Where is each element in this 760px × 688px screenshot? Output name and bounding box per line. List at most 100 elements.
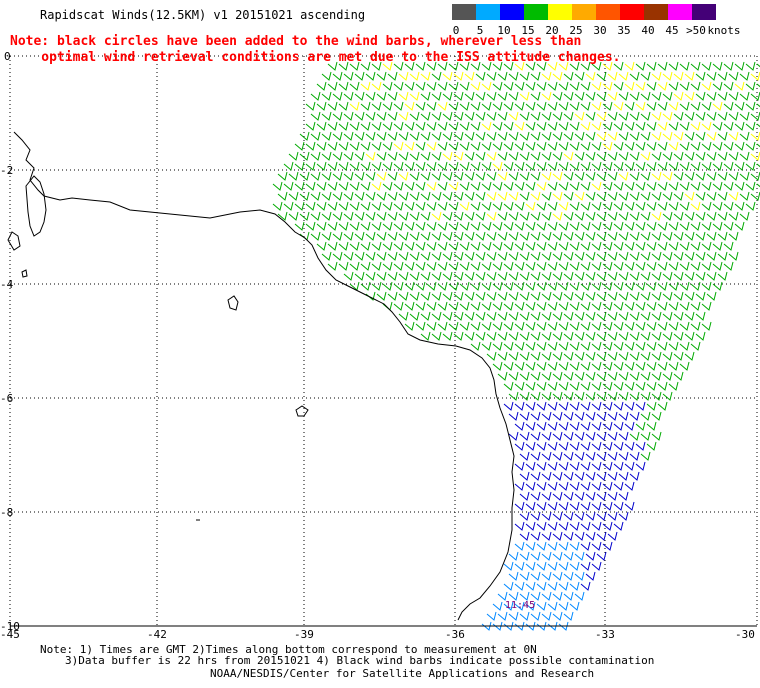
wind-barb: [382, 201, 393, 211]
wind-barb: [409, 271, 420, 281]
wind-barb: [607, 251, 618, 261]
wind-barb: [338, 121, 349, 131]
wind-barb: [618, 311, 629, 321]
wind-barb: [327, 61, 338, 71]
wind-barb: [404, 221, 415, 231]
wind-barb: [563, 111, 574, 121]
wind-barb: [574, 291, 585, 301]
wind-barb: [514, 481, 525, 491]
wind-barb: [360, 121, 371, 131]
wind-barb: [519, 251, 530, 261]
wind-barb: [497, 371, 508, 381]
wind-barb: [426, 141, 437, 151]
wind-barb: [602, 421, 613, 431]
wind-barb: [349, 181, 360, 191]
wind-barb: [591, 161, 602, 171]
wind-barb: [464, 151, 475, 161]
wind-barb: [354, 131, 365, 141]
wind-barb: [393, 61, 404, 71]
island-fernando: [295, 405, 309, 417]
measurement-time: 11:45: [505, 600, 536, 611]
wind-barb: [547, 461, 558, 471]
wind-barb: [299, 211, 310, 221]
wind-barb: [437, 261, 448, 271]
wind-barb: [657, 401, 668, 411]
wind-barb: [288, 151, 299, 161]
wind-barb: [739, 171, 750, 181]
wind-barb: [602, 241, 613, 251]
wind-barb: [574, 151, 585, 161]
wind-barb: [541, 391, 552, 401]
wind-barb: [470, 341, 481, 351]
wind-barb: [563, 271, 574, 281]
wind-barb: [629, 211, 640, 221]
wind-barb: [695, 271, 706, 281]
wind-barb: [569, 521, 580, 531]
wind-barb: [690, 81, 701, 91]
wind-barb: [695, 211, 706, 221]
wind-barb: [717, 191, 728, 201]
wind-barb: [723, 101, 734, 111]
wind-barb: [437, 61, 448, 71]
wind-barb: [530, 311, 541, 321]
wind-barb: [459, 201, 470, 211]
wind-barb: [371, 201, 382, 211]
wind-barb: [514, 461, 525, 471]
wind-barb: [739, 71, 750, 81]
wind-barb: [332, 151, 343, 161]
wind-barb: [563, 391, 574, 401]
wind-barb: [536, 501, 547, 511]
wind-barb: [679, 121, 690, 131]
wind-barb: [508, 331, 519, 341]
wind-barb: [596, 231, 607, 241]
wind-barb: [365, 271, 376, 281]
wind-barb: [547, 141, 558, 151]
wind-barb: [591, 261, 602, 271]
wind-barb: [723, 261, 734, 271]
wind-barb: [580, 501, 591, 511]
wind-barb: [349, 201, 360, 211]
wind-barb: [679, 81, 690, 91]
wind-barb: [580, 381, 591, 391]
wind-barb: [717, 91, 728, 101]
wind-barb: [332, 111, 343, 121]
wind-barb: [272, 201, 283, 211]
wind-barb: [338, 161, 349, 171]
wind-barb: [541, 111, 552, 121]
wind-barb: [646, 61, 657, 71]
scale-label: 10: [497, 24, 511, 37]
wind-barb: [519, 591, 530, 601]
wind-barb: [530, 471, 541, 481]
wind-barb: [492, 181, 503, 191]
wind-barb: [470, 301, 481, 311]
wind-barb: [723, 141, 734, 151]
scale-label: 30: [593, 24, 607, 37]
wind-barb: [695, 111, 706, 121]
wind-barb: [288, 211, 299, 221]
wind-barb: [327, 181, 338, 191]
wind-barb: [503, 301, 514, 311]
wind-barb: [585, 331, 596, 341]
wind-barb: [470, 121, 481, 131]
wind-barb: [387, 251, 398, 261]
wind-barb: [563, 171, 574, 181]
wind-barb: [690, 201, 701, 211]
wind-barb: [596, 471, 607, 481]
wind-barb: [552, 111, 563, 121]
wind-barb: [558, 581, 569, 591]
wind-barb: [536, 481, 547, 491]
wind-barb: [552, 251, 563, 261]
wind-barb: [437, 221, 448, 231]
wind-barb: [750, 71, 760, 81]
wind-barb: [618, 171, 629, 181]
latitude-label: -6: [0, 392, 14, 405]
wind-barb: [327, 121, 338, 131]
wind-barb: [365, 71, 376, 81]
wind-barb: [541, 151, 552, 161]
wind-barb: [679, 241, 690, 251]
wind-barb: [519, 331, 530, 341]
wind-barb: [442, 91, 453, 101]
wind-barb: [668, 381, 679, 391]
wind-barb: [739, 111, 750, 121]
wind-barb: [602, 441, 613, 451]
